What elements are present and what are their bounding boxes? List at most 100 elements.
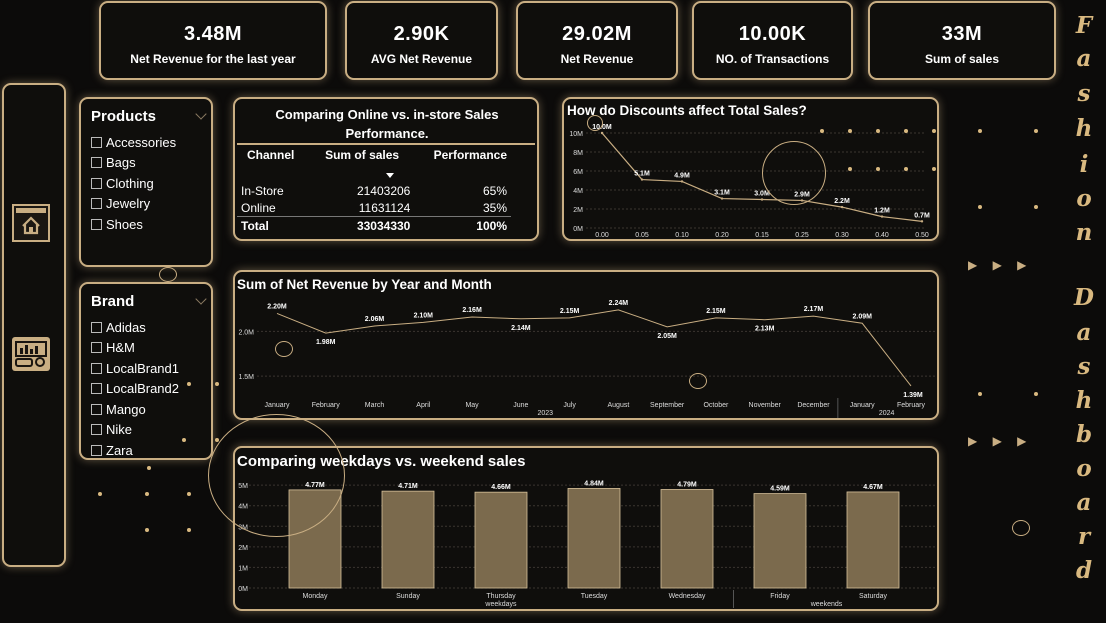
checkbox[interactable]: [91, 362, 102, 374]
chevron-down-icon[interactable]: [195, 108, 207, 120]
brand-option[interactable]: LocalBrand1: [91, 358, 179, 379]
data-label: 4.84M: [584, 480, 604, 487]
y-tick-label: 8M: [573, 150, 583, 157]
table-row: In-Store 21403206 65%: [237, 182, 511, 199]
table-row: Online 11631124 35%: [237, 199, 511, 217]
brand-option-label: H&M: [106, 340, 135, 356]
title-letter: o: [1076, 185, 1092, 212]
title-letter: D: [1074, 284, 1094, 311]
arrows-decoration: ▶ ▶ ▶: [968, 434, 1033, 448]
products-slicer-title: Products: [91, 108, 157, 125]
checkbox[interactable]: [91, 321, 102, 333]
data-point: [720, 197, 724, 200]
dot-decoration: [904, 129, 908, 133]
product-option[interactable]: Shoes: [91, 214, 176, 235]
checkbox[interactable]: [91, 424, 102, 436]
checkbox[interactable]: [91, 383, 102, 395]
brand-option-label: Nike: [106, 422, 133, 438]
chevron-down-icon[interactable]: [195, 293, 207, 305]
ring-decoration: [208, 414, 345, 537]
data-point: [840, 205, 844, 209]
x-tick-label: March: [365, 402, 385, 409]
x-tick-label: 0.10: [675, 232, 689, 239]
products-slicer: Products Accessories Bags Clothing Jewelry S…: [79, 97, 213, 267]
dot-decoration: [932, 167, 936, 171]
kpi-card-transactions: 10.00K NO. of Transactions: [692, 1, 853, 80]
x-tick-label: 0.00: [595, 232, 609, 239]
dot-decoration: [848, 167, 852, 171]
dot-decoration: [215, 438, 219, 442]
dot-decoration: [978, 205, 982, 209]
product-option[interactable]: Accessories: [91, 132, 176, 153]
home-button[interactable]: [12, 204, 50, 242]
brand-option[interactable]: LocalBrand2: [91, 379, 179, 400]
x-tick-label: January: [265, 402, 290, 409]
products-list: Accessories Bags Clothing Jewelry Shoes: [91, 132, 176, 235]
x-tick-label: Wednesday: [669, 593, 706, 600]
dot-decoration: [187, 492, 191, 496]
analytics-button[interactable]: [12, 337, 50, 371]
brand-slicer-title: Brand: [91, 293, 135, 310]
arrows-decoration: ▶ ▶ ▶: [968, 258, 1033, 272]
checkbox[interactable]: [91, 198, 102, 210]
product-option[interactable]: Jewelry: [91, 194, 176, 215]
revenue-month-chart-title: Sum of Net Revenue by Year and Month: [237, 277, 492, 292]
brand-option-label: LocalBrand1: [106, 360, 179, 376]
data-label: 2.15M: [706, 308, 726, 315]
y-tick-label: 10M: [569, 131, 583, 138]
data-point: [640, 178, 644, 181]
title-letter: o: [1076, 455, 1092, 482]
kpi-value: 33M: [941, 23, 983, 45]
checkbox[interactable]: [91, 157, 102, 169]
group-label: weekdays: [484, 601, 517, 608]
home-icon: [16, 208, 46, 235]
x-tick-label: May: [465, 402, 479, 409]
brand-option[interactable]: Zara: [91, 440, 179, 461]
checkbox[interactable]: [91, 136, 102, 148]
sort-descending-icon[interactable]: [385, 172, 394, 178]
brand-option[interactable]: Adidas: [91, 317, 179, 338]
cell-total-sales: 33034330: [356, 218, 411, 233]
brand-option[interactable]: Mango: [91, 399, 179, 420]
x-tick-label: June: [513, 402, 528, 409]
kpi-card-sum-of-sales: 33M Sum of sales: [868, 1, 1056, 80]
column-header-channel[interactable]: Channel: [247, 148, 295, 162]
dot-decoration: [145, 492, 149, 496]
column-header-performance[interactable]: Performance: [433, 148, 507, 162]
bar: [753, 493, 807, 589]
cell-total-performance: 100%: [476, 218, 507, 233]
y-tick-label: 2M: [238, 545, 248, 552]
product-option[interactable]: Clothing: [91, 173, 176, 194]
brand-option[interactable]: Nike: [91, 420, 179, 441]
nav-sidebar: [2, 83, 66, 567]
data-label: 2.24M: [609, 300, 629, 307]
checkbox[interactable]: [91, 444, 102, 456]
data-label: 1.39M: [903, 392, 923, 399]
data-label: 0.7M: [914, 212, 930, 219]
checkbox[interactable]: [91, 177, 102, 189]
kpi-label: Net Revenue: [560, 52, 634, 66]
cell-total-label: Total: [241, 218, 269, 233]
dot-decoration: [145, 528, 149, 532]
checkbox[interactable]: [91, 218, 102, 230]
kpi-card-net-revenue: 29.02M Net Revenue: [516, 1, 678, 80]
x-tick-label: August: [607, 402, 629, 409]
title-letter: h: [1075, 387, 1093, 414]
title-letter: h: [1075, 115, 1093, 142]
checkbox[interactable]: [91, 403, 102, 415]
title-letter: F: [1075, 12, 1093, 39]
x-tick-label: Saturday: [859, 593, 888, 600]
dot-decoration: [848, 129, 852, 133]
dot-decoration: [1034, 392, 1038, 396]
title-letter: a: [1076, 319, 1092, 346]
channel-table: Channel Sum of sales Performance In-Stor…: [237, 145, 511, 234]
x-tick-label: November: [749, 402, 782, 409]
product-option[interactable]: Bags: [91, 153, 176, 174]
column-header-sum-of-sales[interactable]: Sum of sales: [325, 148, 400, 162]
checkbox[interactable]: [91, 342, 102, 354]
y-tick-label: 1M: [238, 565, 248, 572]
title-letter: s: [1077, 353, 1091, 380]
data-point: [680, 180, 684, 183]
brand-option[interactable]: H&M: [91, 338, 179, 359]
data-label: 2.05M: [657, 333, 677, 340]
